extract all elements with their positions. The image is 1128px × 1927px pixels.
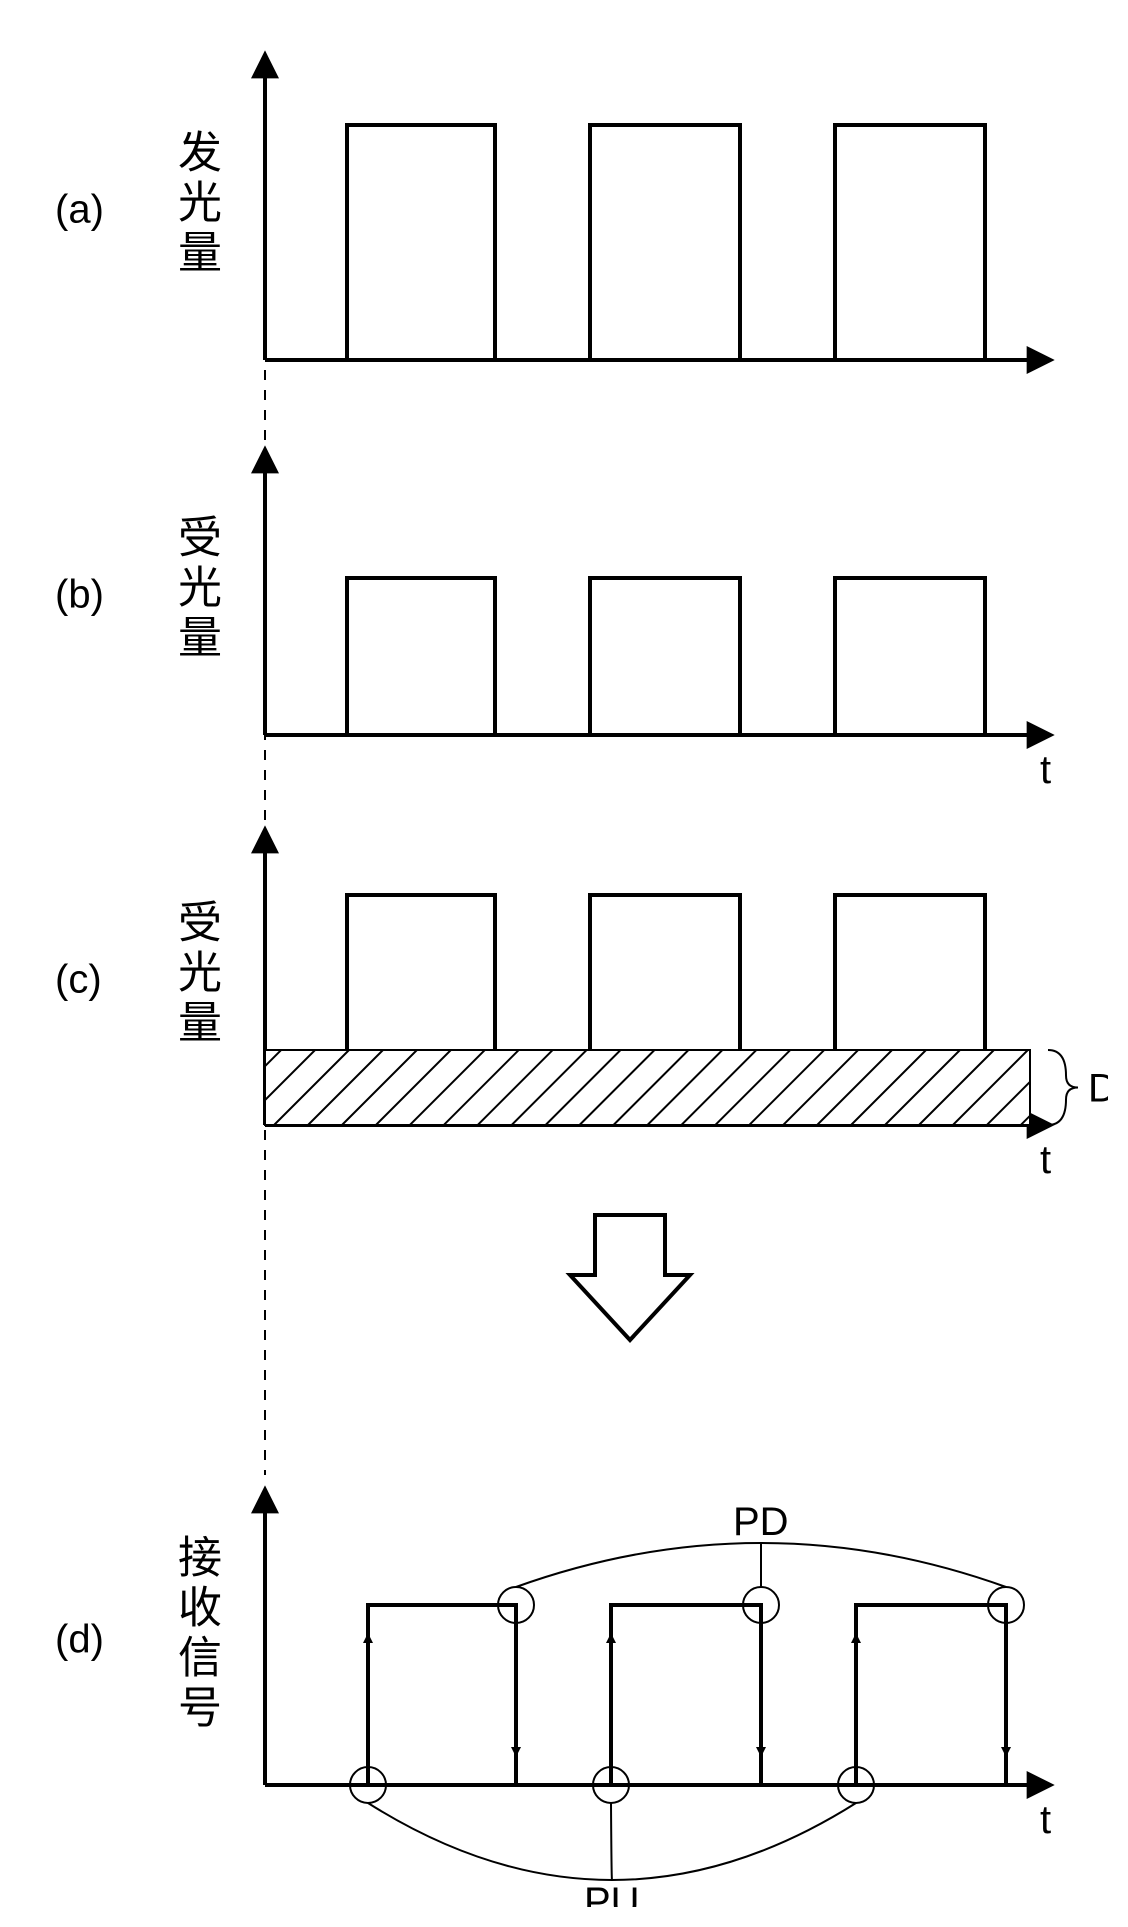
pd-label: PD [733, 1500, 789, 1544]
svg-text:量: 量 [178, 229, 222, 278]
panel-label-a: (a) [55, 188, 104, 232]
svg-text:光: 光 [178, 564, 222, 613]
y-axis-label: 接收信号 [178, 1534, 222, 1733]
svg-text:收: 收 [178, 1584, 222, 1633]
pu-label: PU [584, 1880, 640, 1907]
x-axis-label: t [1040, 1798, 1051, 1842]
y-axis-label: 发光量 [178, 129, 222, 278]
svg-text:光: 光 [178, 949, 222, 998]
svg-text:光: 光 [178, 179, 222, 228]
svg-text:接: 接 [178, 1534, 222, 1583]
svg-text:受: 受 [178, 899, 222, 948]
panel-label-d: (d) [55, 1618, 104, 1662]
panel-label-b: (b) [55, 573, 104, 617]
pulse-train [347, 895, 985, 1050]
down-arrow-icon [570, 1215, 690, 1340]
panel-label-c: (c) [55, 958, 102, 1002]
pu-connector [368, 1803, 612, 1880]
x-axis-label: t [1040, 1138, 1051, 1182]
pulse-train [368, 1605, 1006, 1785]
svg-text:号: 号 [178, 1684, 222, 1733]
pd-connector [516, 1543, 761, 1587]
pulse-train [347, 125, 985, 360]
dsa-band [265, 1050, 1030, 1125]
dsa-brace [1048, 1050, 1078, 1125]
svg-text:量: 量 [178, 999, 222, 1048]
y-axis-label: 受光量 [178, 514, 222, 663]
svg-text:量: 量 [178, 614, 222, 663]
pu-connector [611, 1803, 612, 1880]
pd-connector [761, 1543, 1006, 1587]
svg-text:受: 受 [178, 514, 222, 563]
y-axis-label: 受光量 [178, 899, 222, 1048]
svg-text:发: 发 [178, 129, 222, 178]
dsa-label: DSA [1088, 1067, 1108, 1118]
svg-text:信: 信 [178, 1634, 222, 1683]
figure-svg: (a)发光量(b)受光量t(c)受光量tDSA(d)接收信号tPDPU [20, 20, 1108, 1907]
pulse-train [347, 578, 985, 735]
svg-text:D: D [1088, 1067, 1108, 1111]
x-axis-label: t [1040, 748, 1051, 792]
pu-connector [612, 1803, 856, 1880]
